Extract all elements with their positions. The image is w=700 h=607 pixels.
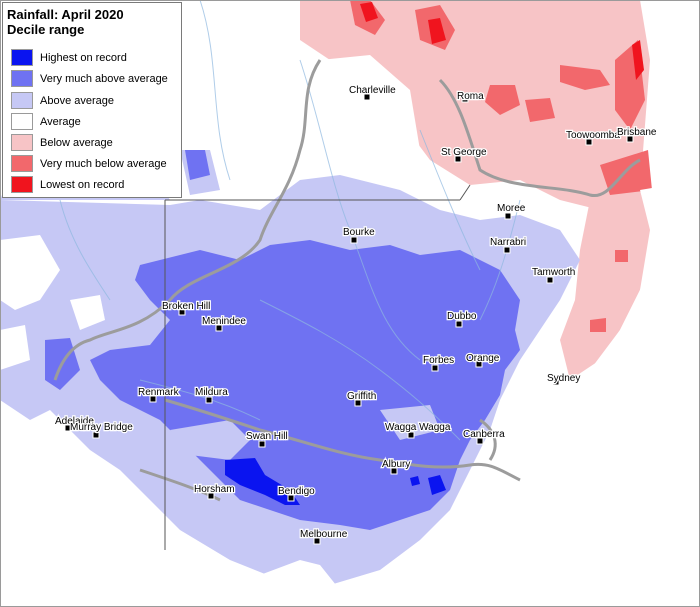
region-below-average-east-coast xyxy=(560,190,650,380)
legend-label: Very much above average xyxy=(40,72,168,85)
legend-swatch xyxy=(11,92,33,109)
east-ocean xyxy=(480,180,700,607)
region-average-west xyxy=(0,235,105,370)
place-marker xyxy=(503,246,511,254)
legend-label: Average xyxy=(40,115,81,128)
place-marker xyxy=(546,276,554,284)
place-marker xyxy=(205,396,213,404)
region-lowest-on-record xyxy=(360,2,644,80)
place-marker xyxy=(64,424,72,432)
place-label: Forbes xyxy=(423,355,454,366)
place-label: Brisbane xyxy=(617,127,657,138)
place-label: Horsham xyxy=(194,484,235,495)
place-marker xyxy=(258,440,266,448)
place-label: Wagga Wagga xyxy=(385,422,451,433)
place-marker xyxy=(431,364,439,372)
place-label: Albury xyxy=(382,459,410,470)
place-label: Narrabri xyxy=(490,237,526,248)
place-markers xyxy=(64,93,634,545)
place-label: Swan Hill xyxy=(246,431,288,442)
place-label: Menindee xyxy=(202,316,246,327)
place-marker xyxy=(313,537,321,545)
legend-title: Rainfall: April 2020 xyxy=(7,7,124,22)
legend-label: Below average xyxy=(40,136,113,149)
place-marker xyxy=(207,492,215,500)
place-marker xyxy=(390,467,398,475)
place-label: Mildura xyxy=(195,387,228,398)
place-marker xyxy=(354,399,362,407)
map-legend: Rainfall: April 2020 Decile range Highes… xyxy=(2,2,182,198)
place-marker xyxy=(215,324,223,332)
legend-swatch xyxy=(11,134,33,151)
place-label: Dubbo xyxy=(447,311,477,322)
rivers xyxy=(59,0,521,441)
legend-swatch xyxy=(11,176,33,193)
place-marker xyxy=(626,135,634,143)
place-label: Broken Hill xyxy=(162,301,210,312)
legend-swatch xyxy=(11,70,33,87)
region-average-charleville xyxy=(300,55,420,175)
place-label: Bourke xyxy=(343,227,375,238)
place-marker xyxy=(504,212,512,220)
region-above-average-holes xyxy=(170,405,440,460)
place-marker xyxy=(585,138,593,146)
legend-label: Lowest on record xyxy=(40,178,125,191)
legend-swatch xyxy=(11,49,33,66)
place-label: Canberra xyxy=(463,429,505,440)
place-label: Moree xyxy=(497,203,526,214)
place-marker xyxy=(178,308,186,316)
place-label: Adelaide xyxy=(55,416,94,427)
place-marker xyxy=(287,494,295,502)
place-label: St George xyxy=(441,147,487,158)
place-label: Sydney xyxy=(547,373,580,384)
legend-item-average: Average xyxy=(11,113,81,130)
legend-item-above: Above average xyxy=(11,92,114,109)
place-marker xyxy=(552,378,560,386)
legend-swatch xyxy=(11,113,33,130)
place-marker xyxy=(476,437,484,445)
place-marker xyxy=(454,155,462,163)
place-marker xyxy=(461,95,469,103)
place-label: Orange xyxy=(466,353,500,364)
place-label: Bendigo xyxy=(278,486,315,497)
region-very-much-above-average xyxy=(90,240,520,530)
legend-label: Above average xyxy=(40,94,114,107)
legend-item-very-much-below: Very much below average xyxy=(11,155,167,172)
place-label: Griffith xyxy=(347,391,376,402)
place-label: Renmark xyxy=(138,387,180,398)
legend-swatch xyxy=(11,155,33,172)
legend-item-highest: Highest on record xyxy=(11,49,127,66)
place-marker xyxy=(455,320,463,328)
place-label: Charleville xyxy=(349,85,396,96)
legend-subtitle: Decile range xyxy=(7,22,85,37)
place-marker xyxy=(350,236,358,244)
region-highest-on-record xyxy=(225,458,446,505)
region-below-average-north xyxy=(300,0,650,210)
region-very-much-above-average-gulf xyxy=(185,150,210,180)
place-marker xyxy=(407,431,415,439)
southern-ocean xyxy=(0,425,400,607)
place-label: Toowoomba xyxy=(566,130,620,141)
legend-label: Highest on record xyxy=(40,51,127,64)
place-marker xyxy=(363,93,371,101)
place-label: Tamworth xyxy=(532,267,575,278)
legend-item-below: Below average xyxy=(11,134,113,151)
place-marker xyxy=(92,431,100,439)
legend-item-very-much-above: Very much above average xyxy=(11,70,168,87)
place-label: Roma xyxy=(457,91,484,102)
place-label: Murray Bridge xyxy=(70,422,133,433)
legend-item-lowest: Lowest on record xyxy=(11,176,124,193)
place-marker xyxy=(475,360,483,368)
place-labels: Charleville Roma St George ToowoombaBrisban… xyxy=(54,84,658,542)
state-lines xyxy=(164,184,471,550)
place-marker xyxy=(149,395,157,403)
legend-label: Very much below average xyxy=(40,157,167,170)
place-label: Melbourne xyxy=(300,529,348,540)
